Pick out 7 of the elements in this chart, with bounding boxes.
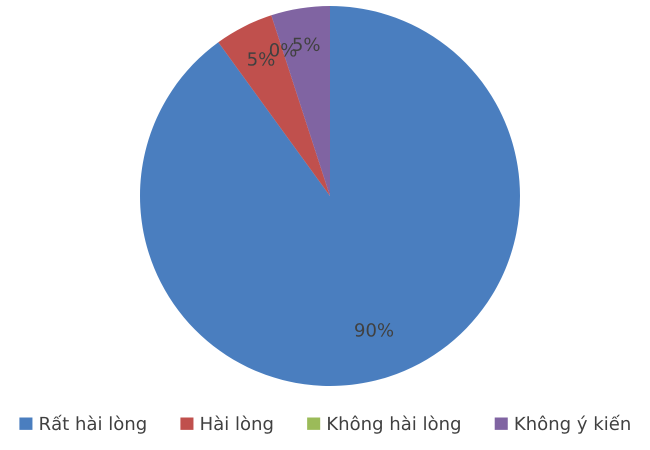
legend-label: Rất hài lòng <box>40 414 146 434</box>
legend-label: Không ý kiến <box>516 414 630 434</box>
data-label: 90% <box>355 323 394 337</box>
legend-label: Không hài lòng <box>328 416 460 434</box>
pie-slice <box>218 15 330 196</box>
legend-label: Hài lòng <box>201 416 272 434</box>
pie-slice <box>140 6 520 386</box>
